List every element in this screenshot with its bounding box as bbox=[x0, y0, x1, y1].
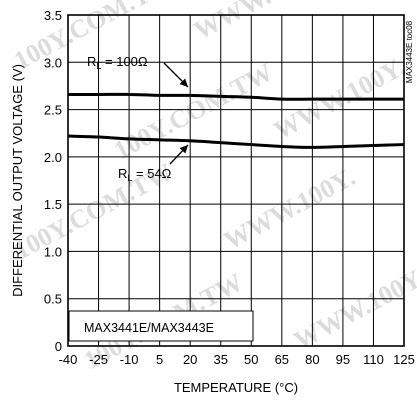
annotation-rl-100: RL = 100Ω bbox=[87, 54, 189, 88]
part-number-box bbox=[68, 310, 254, 342]
watermark-text: WWW.100Y. bbox=[189, 0, 330, 45]
x-tick-label: 5 bbox=[156, 352, 163, 367]
y-tick-label: 1.0 bbox=[44, 244, 62, 259]
series-layer bbox=[67, 92, 405, 149]
annotation-rl-54-rest: = 54Ω bbox=[132, 166, 171, 181]
x-tick-label: -10 bbox=[120, 352, 139, 367]
x-tick-label: 125 bbox=[393, 352, 415, 367]
x-tick-label: -40 bbox=[59, 352, 78, 367]
plot-frame bbox=[67, 14, 405, 347]
watermark-text: WWW.100Y. bbox=[289, 262, 417, 355]
annotation-rl-100-label: RL = 100Ω bbox=[87, 54, 148, 71]
x-tick-label: 65 bbox=[275, 352, 289, 367]
x-tick-label: -25 bbox=[89, 352, 108, 367]
series-line-1 bbox=[67, 134, 405, 149]
y-tick-label: 2.5 bbox=[44, 103, 62, 118]
annotation-rl-100-sub: L bbox=[96, 61, 101, 71]
watermark-text: WWW.100Y. bbox=[219, 162, 360, 255]
y-tick-label: 3.5 bbox=[44, 8, 62, 23]
figure-code-label: MAX3443E toc08 bbox=[405, 20, 414, 83]
series-line-0 bbox=[68, 92, 404, 101]
y-tick-label: 2.0 bbox=[44, 150, 62, 165]
x-tick-label: 95 bbox=[336, 352, 350, 367]
annotation-rl-100-arrowhead bbox=[179, 78, 188, 87]
y-tick-label: 3.0 bbox=[44, 55, 62, 70]
annotation-rl-54-label: RL = 54Ω bbox=[118, 166, 172, 183]
x-tick-label: 80 bbox=[305, 352, 319, 367]
x-axis-title: TEMPERATURE (°C) bbox=[174, 380, 298, 395]
y-tick-labels: 0 0.5 1.0 1.5 2.0 2.5 3.0 3.5 bbox=[44, 8, 62, 354]
y-tick-label: 0 bbox=[55, 339, 62, 354]
watermark-text: 100Y.COM.TW bbox=[109, 57, 277, 165]
x-tick-label: 110 bbox=[363, 352, 384, 367]
y-axis-title: DIFFERENTIAL OUTPUT VOLTAGE (V) bbox=[10, 64, 25, 297]
annotation-rl-54-arrowhead bbox=[179, 145, 188, 154]
y-tick-label: 1.5 bbox=[44, 197, 62, 212]
x-tick-label: 35 bbox=[213, 352, 227, 367]
part-number-label: MAX3441E/MAX3443E bbox=[84, 321, 214, 335]
annotation-rl-100-rest: = 100Ω bbox=[101, 54, 148, 69]
annotation-rl-54-sub: L bbox=[127, 173, 132, 183]
y-tick-label: 0.5 bbox=[44, 292, 62, 307]
x-tick-labels: -40 -25 -10 5 20 35 50 65 80 95 110 125 bbox=[59, 352, 415, 367]
x-tick-label: 20 bbox=[183, 352, 197, 367]
x-tick-label: 50 bbox=[244, 352, 258, 367]
